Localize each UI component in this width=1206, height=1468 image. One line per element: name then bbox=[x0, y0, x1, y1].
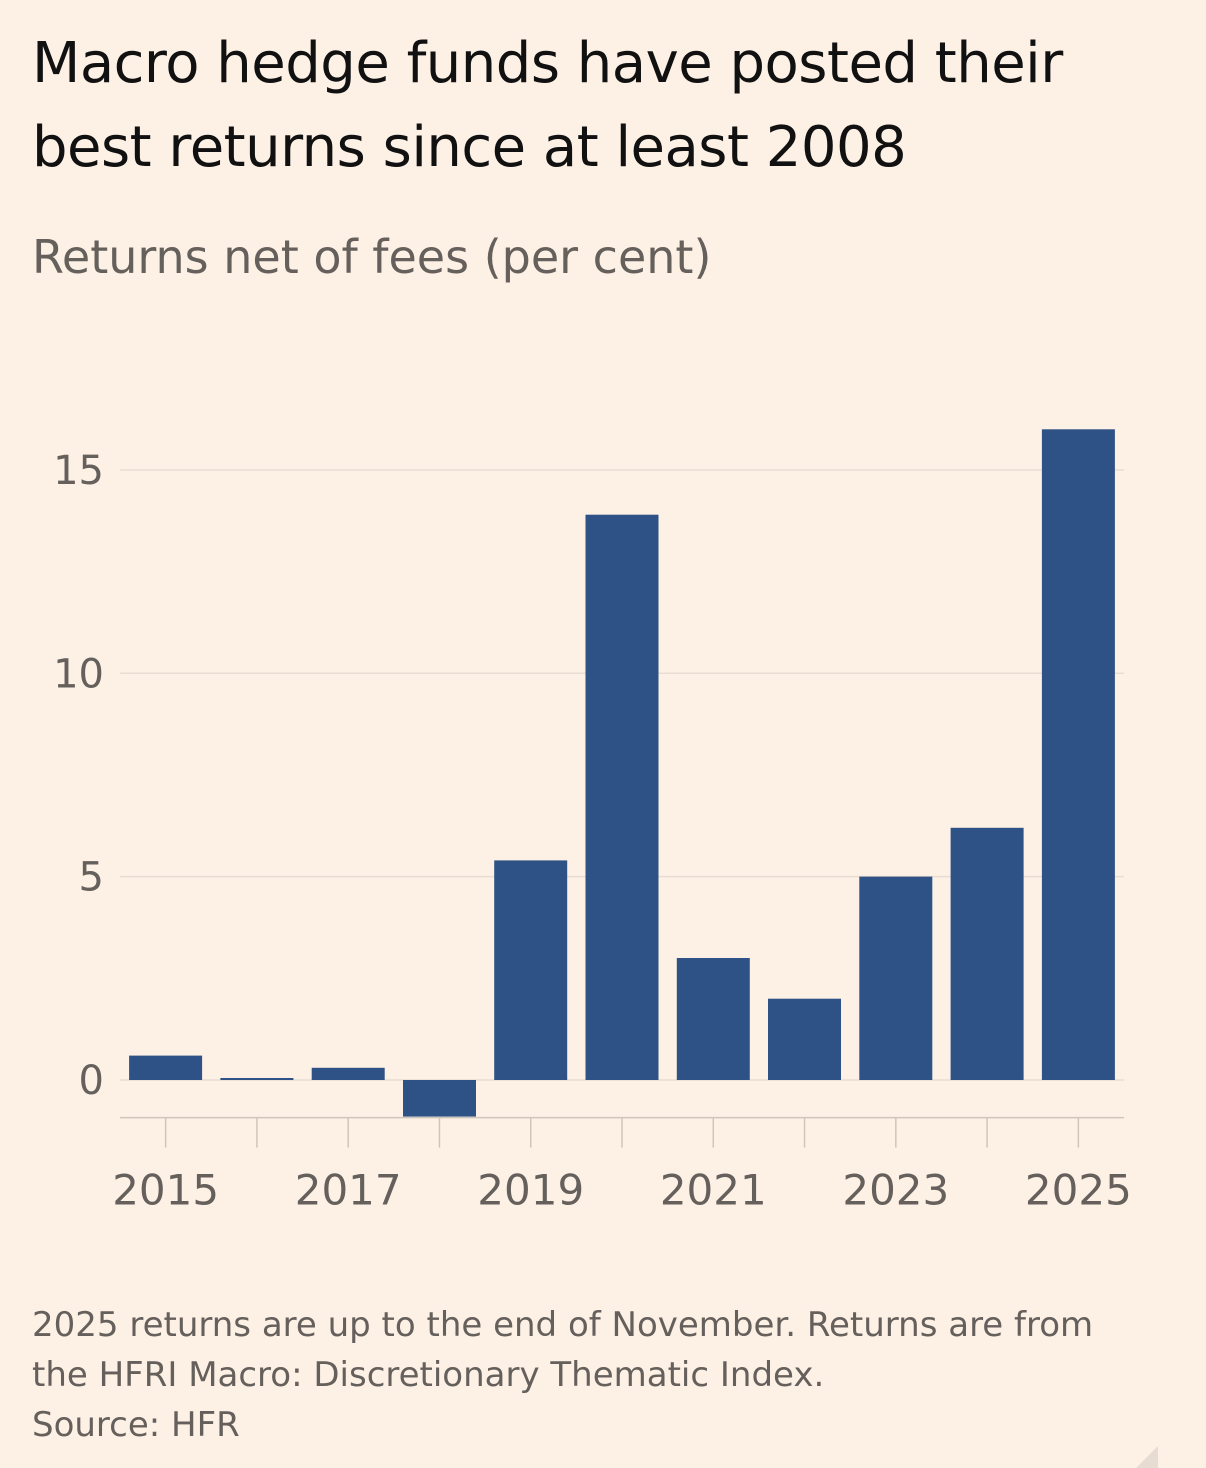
y-tick-label-10: 10 bbox=[53, 651, 104, 697]
bars bbox=[129, 429, 1115, 1117]
bar-2023 bbox=[859, 876, 933, 1080]
x-axis-ticks: 2015 2017 2019 2021 2023 2025 bbox=[112, 1117, 1132, 1215]
bar-2020 bbox=[585, 514, 659, 1080]
y-tick-label-15: 15 bbox=[53, 448, 104, 494]
bar-2017 bbox=[311, 1067, 385, 1080]
bar-chart: 0 5 10 15 2015 2017 2019 2021 2023 2025 bbox=[53, 429, 1132, 1215]
x-tick-label-2015: 2015 bbox=[112, 1166, 219, 1215]
bar-2022 bbox=[768, 998, 841, 1080]
bar-2024 bbox=[950, 827, 1024, 1080]
bar-2016 bbox=[220, 1078, 294, 1080]
note-line-2: the HFRI Macro: Discretionary Thematic I… bbox=[32, 1355, 825, 1395]
bar-2015 bbox=[129, 1055, 203, 1080]
chart-notes: 2025 returns are up to the end of Novemb… bbox=[32, 1300, 1172, 1450]
chart-subtitle: Returns net of fees (per cent) bbox=[32, 230, 712, 284]
x-tick-label-2017: 2017 bbox=[295, 1166, 402, 1215]
note-line-1: 2025 returns are up to the end of Novemb… bbox=[32, 1305, 1094, 1345]
bar-2018 bbox=[403, 1080, 476, 1117]
corner-fold-icon bbox=[1136, 1446, 1158, 1468]
x-tick-label-2025: 2025 bbox=[1025, 1166, 1132, 1215]
bar-2021 bbox=[676, 958, 750, 1080]
chart-title: Macro hedge funds have posted their best… bbox=[32, 31, 1063, 180]
x-tick-label-2019: 2019 bbox=[477, 1166, 584, 1215]
source-line: Source: HFR bbox=[32, 1405, 240, 1445]
y-tick-label-5: 5 bbox=[79, 855, 104, 901]
y-axis-ticks: 0 5 10 15 bbox=[53, 448, 104, 1104]
x-tick-label-2021: 2021 bbox=[660, 1166, 767, 1215]
bar-2019 bbox=[494, 860, 568, 1080]
x-tick-label-2023: 2023 bbox=[842, 1166, 949, 1215]
y-tick-label-0: 0 bbox=[79, 1058, 104, 1104]
bar-2025 bbox=[1041, 429, 1115, 1080]
